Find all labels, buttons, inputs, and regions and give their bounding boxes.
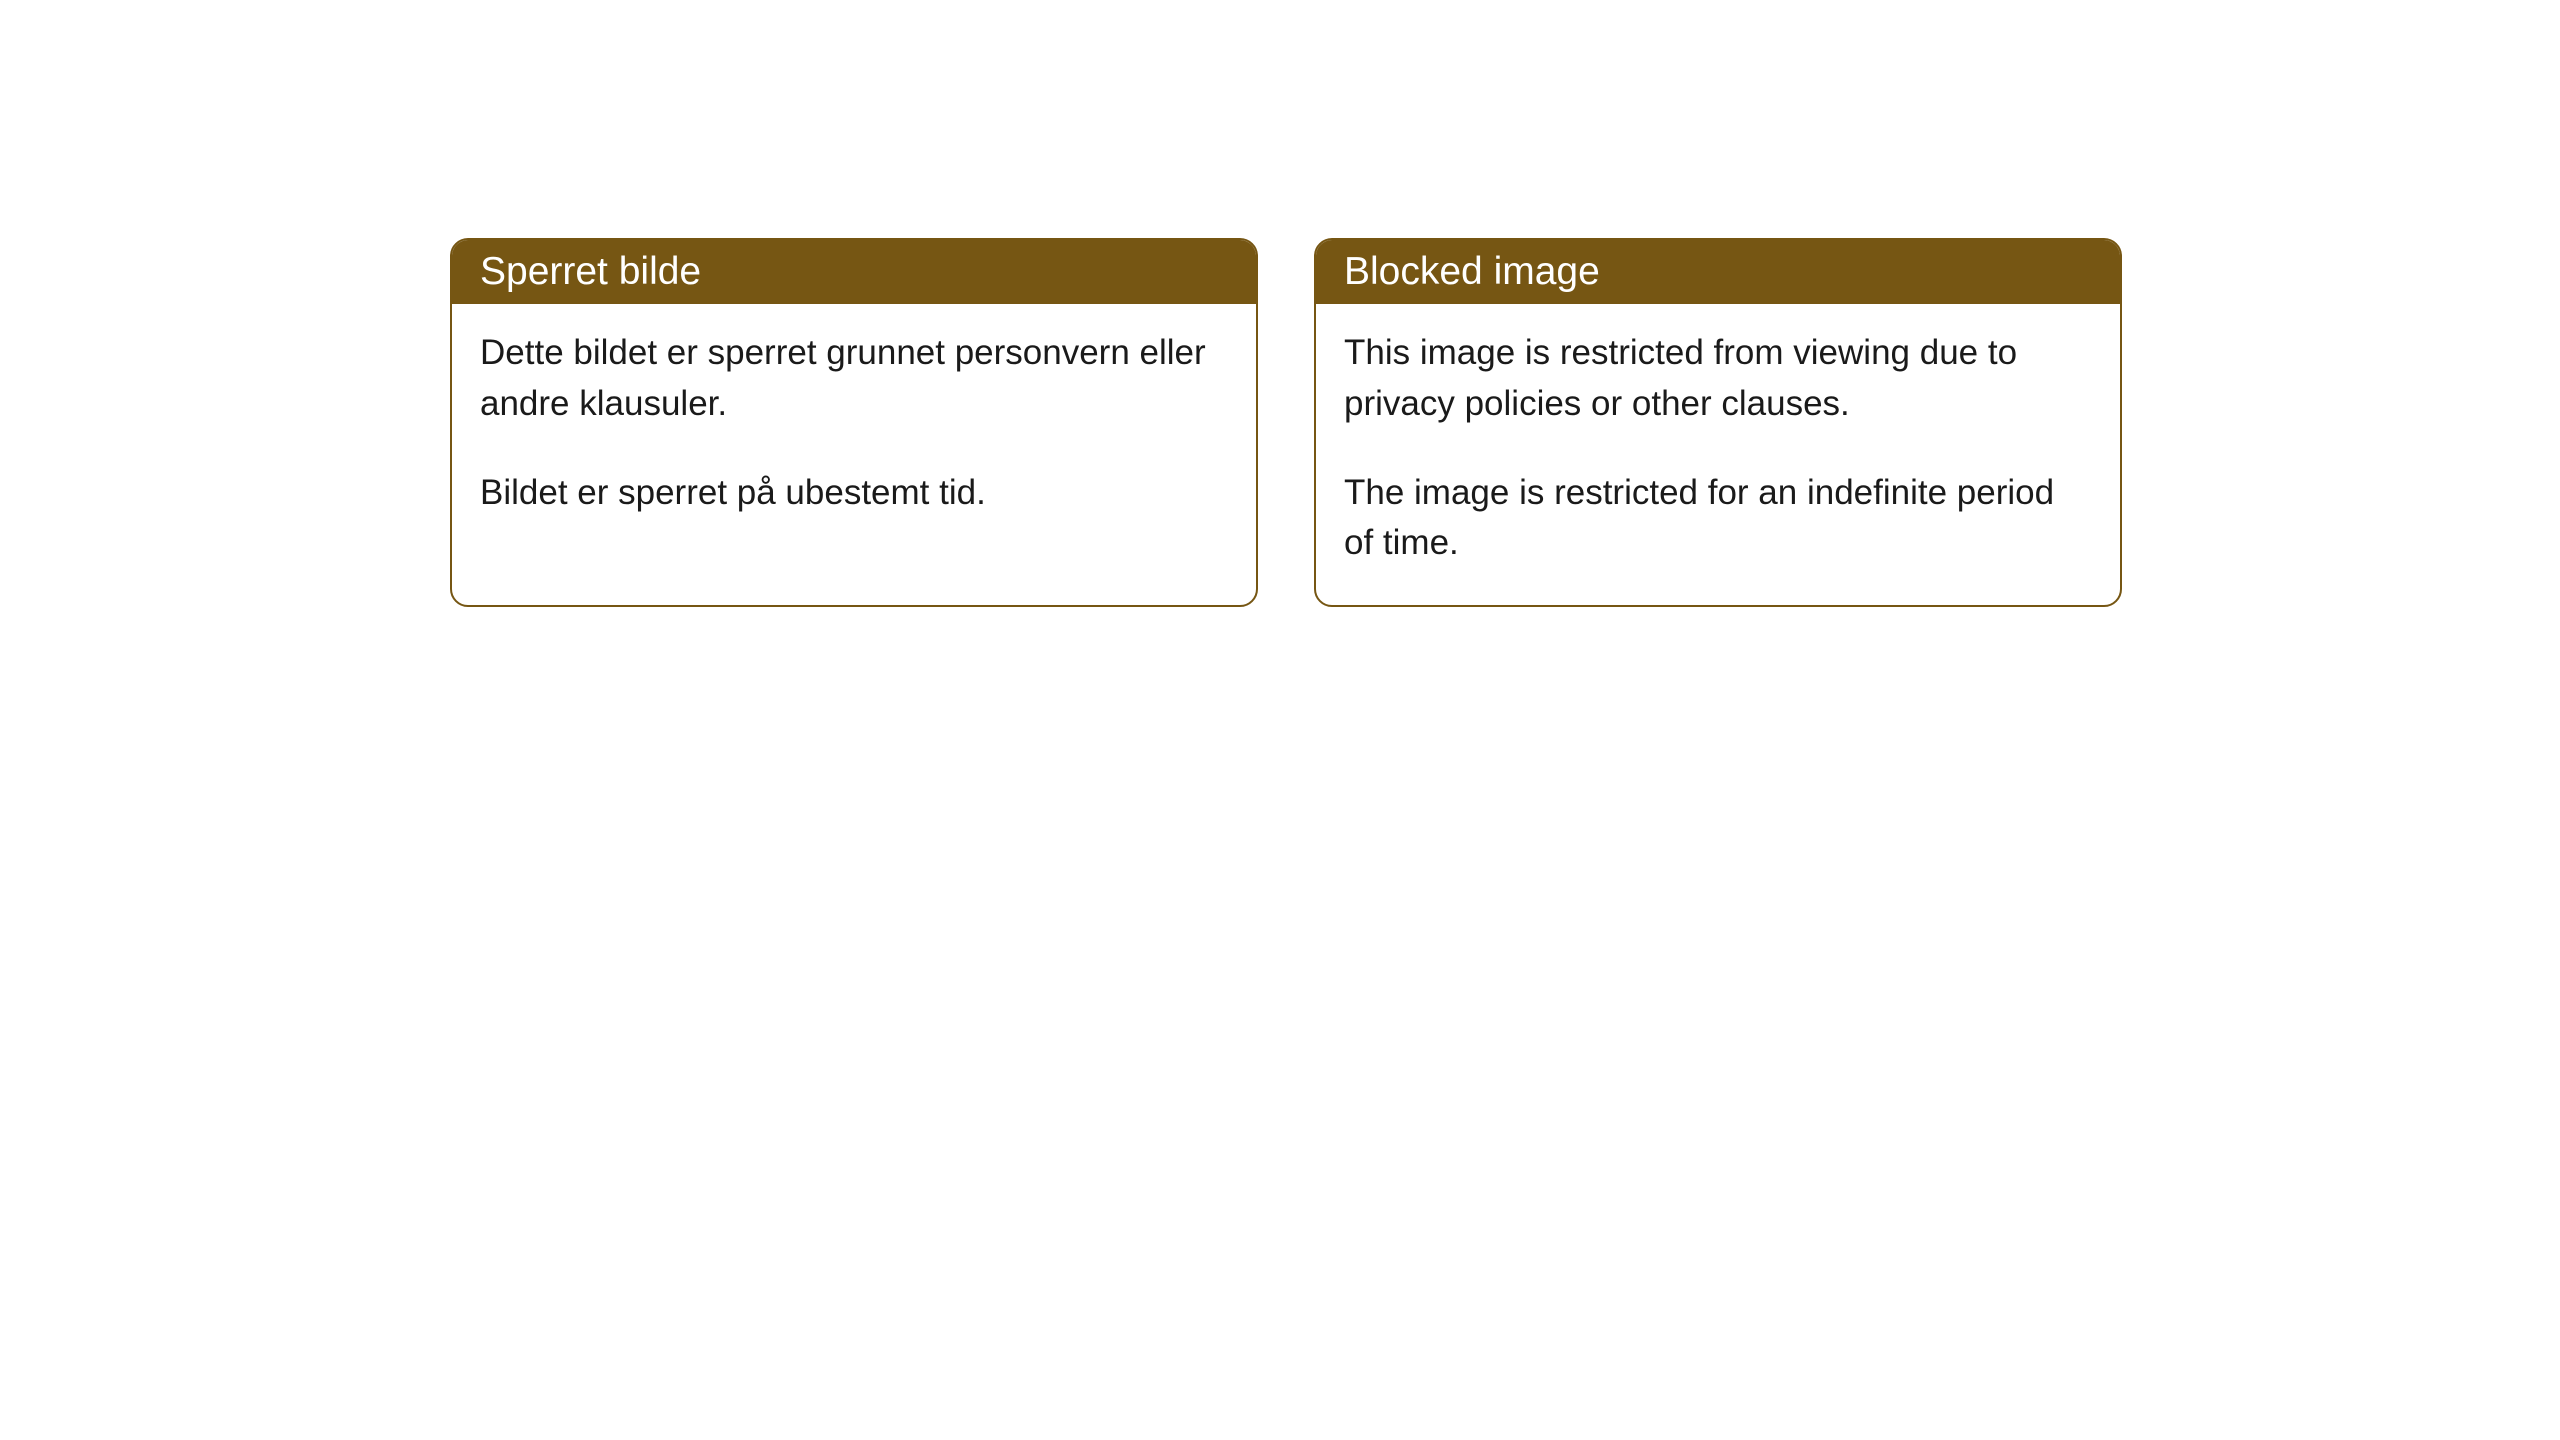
card-header-norwegian: Sperret bilde bbox=[452, 240, 1256, 304]
card-title-english: Blocked image bbox=[1344, 250, 1600, 293]
card-paragraph-1-norwegian: Dette bildet er sperret grunnet personve… bbox=[480, 328, 1228, 430]
card-title-norwegian: Sperret bilde bbox=[480, 250, 701, 293]
notice-cards-container: Sperret bilde Dette bildet er sperret gr… bbox=[450, 238, 2122, 607]
card-body-norwegian: Dette bildet er sperret grunnet personve… bbox=[452, 304, 1256, 554]
card-paragraph-2-norwegian: Bildet er sperret på ubestemt tid. bbox=[480, 468, 1228, 519]
blocked-image-card-norwegian: Sperret bilde Dette bildet er sperret gr… bbox=[450, 238, 1258, 607]
card-body-english: This image is restricted from viewing du… bbox=[1316, 304, 2120, 605]
card-paragraph-2-english: The image is restricted for an indefinit… bbox=[1344, 468, 2092, 570]
card-paragraph-1-english: This image is restricted from viewing du… bbox=[1344, 328, 2092, 430]
blocked-image-card-english: Blocked image This image is restricted f… bbox=[1314, 238, 2122, 607]
card-header-english: Blocked image bbox=[1316, 240, 2120, 304]
